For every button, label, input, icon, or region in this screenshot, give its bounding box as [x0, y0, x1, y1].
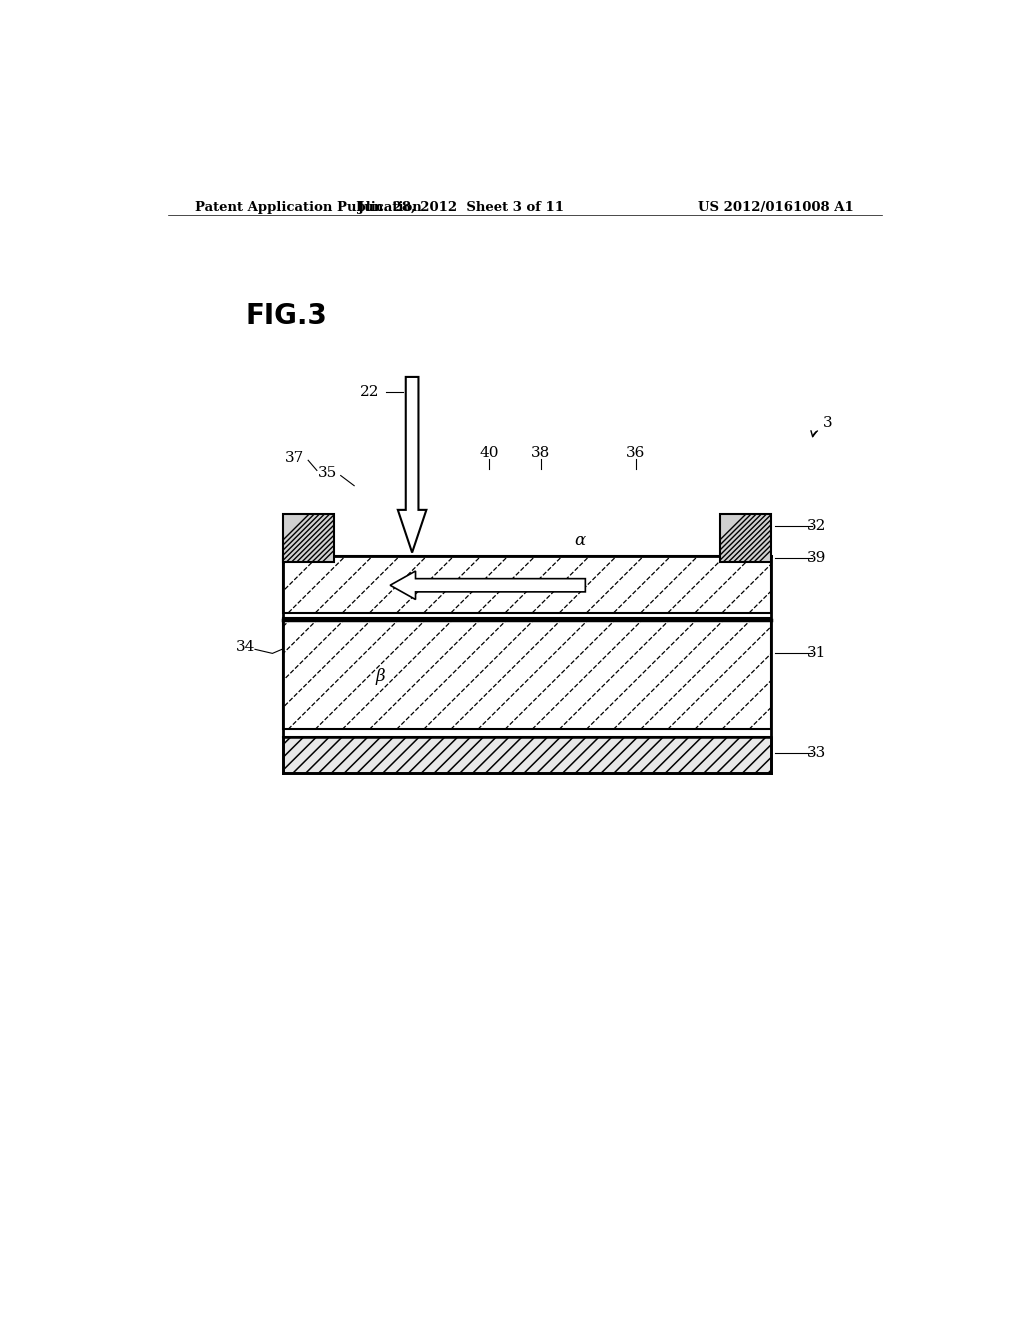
Bar: [283, 515, 334, 562]
Bar: [283, 556, 771, 612]
Text: US 2012/0161008 A1: US 2012/0161008 A1: [698, 201, 854, 214]
Bar: [283, 737, 771, 774]
FancyArrow shape: [390, 572, 586, 599]
Text: α: α: [574, 532, 586, 549]
Bar: [720, 515, 771, 562]
Text: 3: 3: [822, 416, 833, 430]
FancyArrow shape: [397, 378, 426, 553]
Text: 32: 32: [807, 519, 826, 533]
Text: 35: 35: [318, 466, 338, 480]
Text: 22: 22: [360, 385, 380, 399]
Text: β: β: [376, 668, 385, 685]
Text: 38: 38: [531, 446, 550, 461]
Text: 34: 34: [236, 640, 255, 655]
Text: Patent Application Publication: Patent Application Publication: [196, 201, 422, 214]
Text: 33: 33: [807, 746, 826, 760]
Text: 39: 39: [807, 550, 826, 565]
Text: Jun. 28, 2012  Sheet 3 of 11: Jun. 28, 2012 Sheet 3 of 11: [358, 201, 564, 214]
Text: 40: 40: [479, 446, 499, 461]
Text: 37: 37: [285, 451, 304, 465]
Text: FIG.3: FIG.3: [246, 302, 328, 330]
Text: 31: 31: [807, 647, 826, 660]
Text: 36: 36: [627, 446, 645, 461]
Bar: [283, 618, 771, 729]
